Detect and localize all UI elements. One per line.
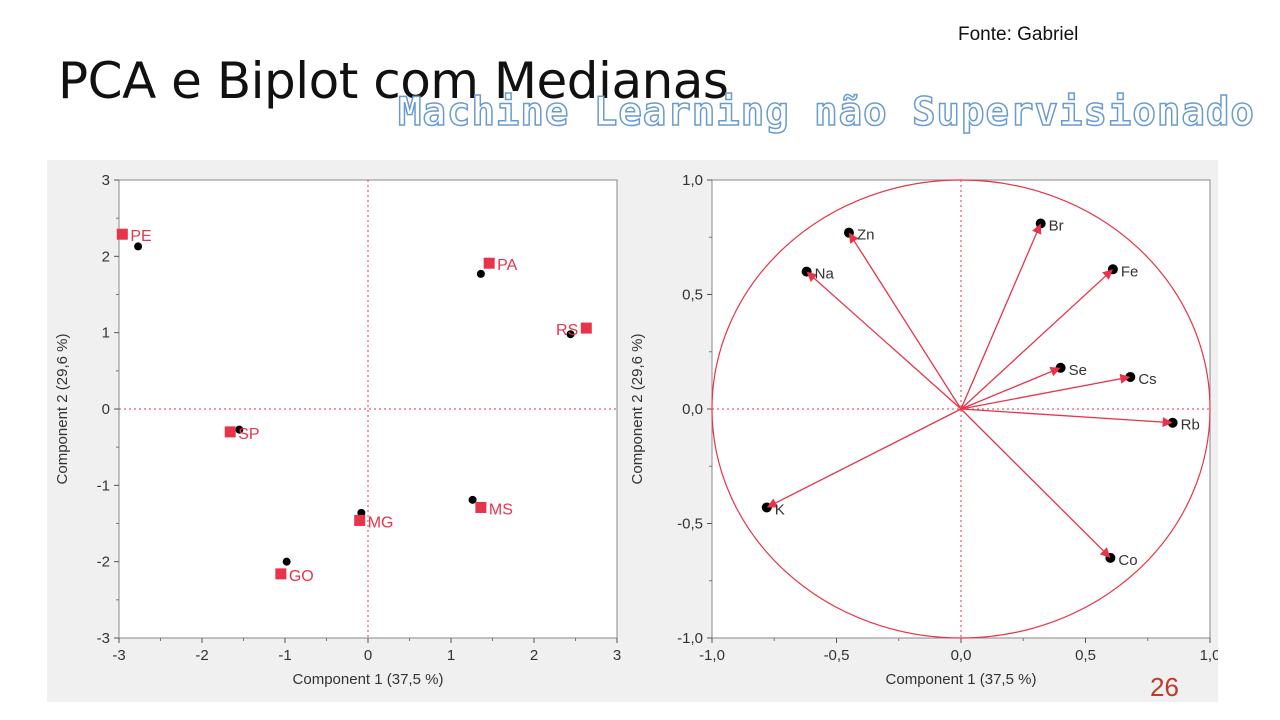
score-x-tick-label: 1: [447, 647, 455, 664]
loading-label: Co: [1118, 552, 1137, 569]
loading-label: Cs: [1138, 371, 1156, 388]
loading-y-tick-label: 0,5: [682, 287, 703, 304]
score-point-square: [275, 568, 287, 580]
loading-label: Na: [815, 266, 835, 283]
score-point-dot: [235, 425, 244, 434]
score-point-label: SP: [238, 426, 259, 443]
score-point-square: [116, 228, 128, 240]
loading-plot-panel: -1,0 -0,5 0,0 0,5 1,0 1,0 0,5 0,0 -0,5 -1,0 Compon…: [625, 160, 1218, 702]
score-point-square: [483, 257, 495, 269]
loading-vector: [960, 367, 1061, 410]
score-x-tick-label: 3: [613, 647, 621, 664]
loading-label: K: [775, 501, 785, 518]
score-y-tick-label: -1: [97, 477, 110, 494]
slide-subtitle: Machine Learning não Supervisionado: [397, 89, 1255, 136]
score-point-dot: [468, 495, 477, 504]
loading-arrowhead: [1049, 366, 1061, 377]
loading-x-tick-label: 0,0: [951, 647, 972, 664]
loading-plot: -1,0 -0,5 0,0 0,5 1,0 1,0 0,5 0,0 -0,5 -1,0 Compon…: [629, 172, 1218, 688]
score-point-square: [224, 426, 236, 438]
loading-x-tick-label: 1,0: [1200, 647, 1218, 664]
score-y-tick-label: 0: [102, 401, 110, 418]
score-x-tick-label: 0: [364, 647, 372, 664]
score-point-dot: [357, 508, 366, 517]
loading-vector: [960, 376, 1131, 410]
score-point-dot: [476, 269, 485, 278]
loading-y-axis-label: Component 2 (29,6 %): [629, 334, 646, 485]
score-point-label: RS: [556, 322, 578, 339]
score-x-tick-label: -1: [278, 647, 291, 664]
source-note: Fonte: Gabriel: [958, 24, 1079, 45]
loading-y-tick-label: 0,0: [682, 401, 703, 418]
score-y-tick-label: -3: [97, 630, 110, 647]
loading-vector: [848, 232, 962, 410]
loading-label: Se: [1069, 362, 1087, 379]
score-point-label: MS: [489, 501, 513, 518]
score-plot-panel: -3 -2 -1 0 1 2 3 3 2 1 0 -1 -2 -3 Component 1 (37,5 %)…: [47, 160, 630, 702]
score-y-tick-label: 1: [102, 325, 110, 342]
score-y-tick-label: -2: [97, 554, 110, 571]
loading-arrowhead: [848, 232, 859, 244]
loading-label: Zn: [857, 227, 875, 244]
score-y-tick-label: 2: [102, 248, 110, 265]
score-point-label: GO: [289, 568, 314, 585]
loading-label: Br: [1049, 218, 1064, 235]
loading-vector: [960, 408, 1111, 559]
loading-arrowhead: [1162, 417, 1173, 428]
page-number: 26: [1150, 672, 1179, 702]
loading-y-tick-label: 1,0: [682, 172, 703, 189]
score-point-dot: [134, 242, 143, 251]
loading-point: [1125, 371, 1136, 382]
score-point-dot: [282, 557, 291, 566]
loading-x-tick-label: -1,0: [699, 647, 725, 664]
loading-vector: [960, 223, 1042, 410]
score-point-square: [580, 322, 592, 334]
score-point-label: PA: [497, 257, 517, 274]
score-plot: -3 -2 -1 0 1 2 3 3 2 1 0 -1 -2 -3 Component 1 (37,5 %)…: [54, 172, 621, 688]
loading-label: Fe: [1121, 263, 1139, 280]
loading-x-tick-label: 0,5: [1075, 647, 1096, 664]
loading-arrowhead: [1119, 373, 1131, 384]
score-plot-area: [118, 179, 618, 639]
loading-vector: [960, 408, 1173, 424]
score-point-label: MG: [368, 514, 394, 531]
loading-y-tick-label: -1,0: [677, 630, 703, 647]
score-point-label: PE: [130, 228, 151, 245]
score-point-dot: [566, 330, 575, 339]
loading-arrowhead: [1032, 223, 1042, 235]
loading-arrowhead: [1102, 269, 1113, 280]
score-y-axis-label: Component 2 (29,6 %): [54, 334, 71, 485]
score-x-axis-label: Component 1 (37,5 %): [293, 671, 444, 688]
score-x-tick-label: 2: [530, 647, 538, 664]
loading-y-tick-label: -0,5: [677, 516, 703, 533]
loading-vector: [766, 408, 962, 509]
score-x-tick-label: -3: [112, 647, 125, 664]
loading-arrowhead: [1099, 547, 1111, 558]
loading-x-tick-label: -0,5: [824, 647, 850, 664]
slide-title: PCA e Biplot com Medianas: [58, 52, 729, 110]
score-point-square: [354, 514, 366, 526]
loading-label: Rb: [1181, 417, 1200, 434]
score-y-tick-label: 3: [102, 172, 110, 189]
loading-arrowhead: [766, 498, 778, 508]
loading-arrowhead: [806, 271, 818, 282]
unit-circle: [711, 179, 1211, 639]
loading-vector: [960, 268, 1114, 410]
loading-vector: [806, 271, 962, 410]
loading-x-axis-label: Component 1 (37,5 %): [886, 671, 1037, 688]
score-x-tick-label: -2: [195, 647, 208, 664]
score-point-square: [475, 501, 487, 513]
